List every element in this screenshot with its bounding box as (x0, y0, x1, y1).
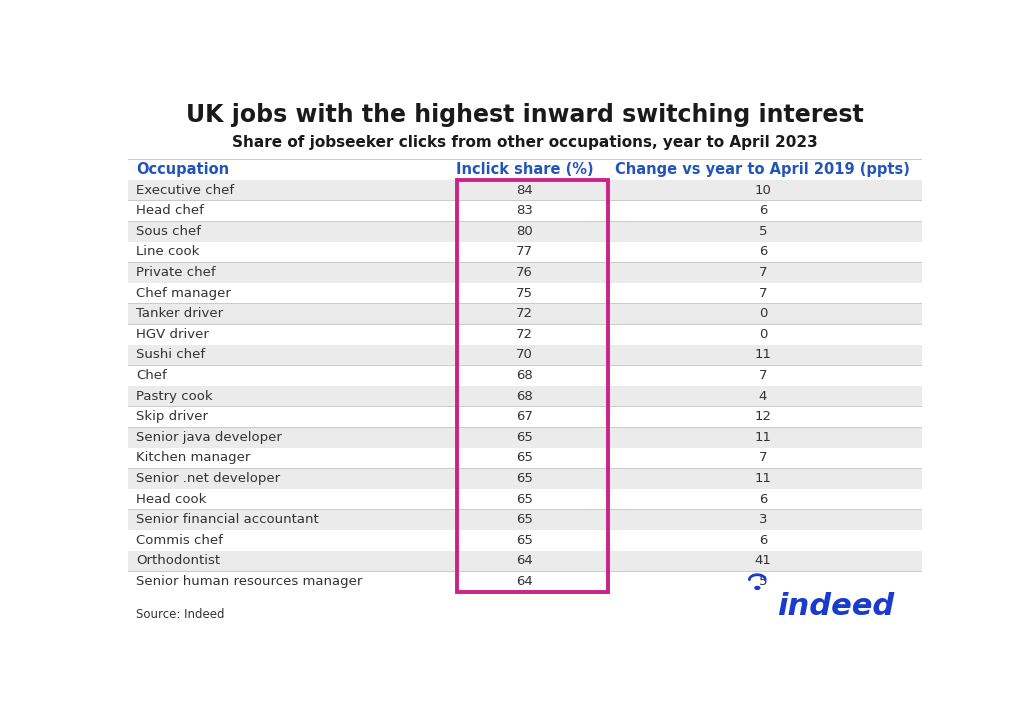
Text: 65: 65 (516, 534, 534, 547)
Text: 72: 72 (516, 328, 534, 341)
FancyBboxPatch shape (128, 324, 922, 345)
FancyBboxPatch shape (128, 242, 922, 262)
Text: 65: 65 (516, 513, 534, 526)
FancyBboxPatch shape (128, 571, 922, 592)
FancyBboxPatch shape (128, 488, 922, 509)
Text: 12: 12 (755, 410, 771, 423)
Text: 65: 65 (516, 493, 534, 506)
Text: Share of jobseeker clicks from other occupations, year to April 2023: Share of jobseeker clicks from other occ… (231, 134, 818, 149)
Text: Sous chef: Sous chef (136, 225, 201, 237)
Text: 3: 3 (759, 513, 767, 526)
Text: 65: 65 (516, 451, 534, 464)
Text: 0: 0 (759, 307, 767, 320)
Text: Head chef: Head chef (136, 204, 204, 218)
Text: UK jobs with the highest inward switching interest: UK jobs with the highest inward switchin… (186, 103, 863, 127)
Text: 75: 75 (516, 287, 534, 299)
FancyBboxPatch shape (128, 468, 922, 488)
FancyBboxPatch shape (128, 550, 922, 571)
Text: 65: 65 (516, 431, 534, 444)
Text: 41: 41 (755, 555, 771, 567)
Text: 72: 72 (516, 307, 534, 320)
Text: 76: 76 (516, 266, 534, 279)
Text: 4: 4 (759, 390, 767, 402)
Text: 64: 64 (516, 555, 534, 567)
Text: 5: 5 (759, 575, 767, 588)
FancyBboxPatch shape (128, 447, 922, 468)
Text: 68: 68 (516, 390, 534, 402)
FancyBboxPatch shape (128, 365, 922, 386)
Text: Chef manager: Chef manager (136, 287, 230, 299)
Text: Skip driver: Skip driver (136, 410, 208, 423)
Text: Source: Indeed: Source: Indeed (136, 608, 224, 621)
Text: 84: 84 (516, 183, 534, 197)
Text: Senior financial accountant: Senior financial accountant (136, 513, 318, 526)
Text: 70: 70 (516, 348, 534, 361)
Text: 65: 65 (516, 472, 534, 485)
Text: Executive chef: Executive chef (136, 183, 234, 197)
Text: Senior .net developer: Senior .net developer (136, 472, 280, 485)
Circle shape (754, 586, 761, 590)
FancyBboxPatch shape (128, 530, 922, 550)
Text: Senior java developer: Senior java developer (136, 431, 282, 444)
FancyBboxPatch shape (128, 509, 922, 530)
Text: 10: 10 (755, 183, 771, 197)
Text: 6: 6 (759, 534, 767, 547)
Text: Inclick share (%): Inclick share (%) (456, 162, 594, 177)
FancyBboxPatch shape (128, 407, 922, 427)
Text: 68: 68 (516, 369, 534, 382)
Text: indeed: indeed (776, 592, 894, 621)
Text: HGV driver: HGV driver (136, 328, 209, 341)
Text: 7: 7 (759, 451, 767, 464)
Text: 6: 6 (759, 493, 767, 506)
FancyBboxPatch shape (128, 180, 922, 201)
Text: 80: 80 (516, 225, 534, 237)
Text: Change vs year to April 2019 (ppts): Change vs year to April 2019 (ppts) (615, 162, 910, 177)
Text: 11: 11 (755, 472, 771, 485)
Text: Commis chef: Commis chef (136, 534, 223, 547)
FancyBboxPatch shape (128, 427, 922, 447)
FancyBboxPatch shape (128, 262, 922, 283)
Text: Pastry cook: Pastry cook (136, 390, 213, 402)
Text: 7: 7 (759, 369, 767, 382)
Text: 11: 11 (755, 431, 771, 444)
Text: 0: 0 (759, 328, 767, 341)
Text: 64: 64 (516, 575, 534, 588)
Text: Occupation: Occupation (136, 162, 229, 177)
Text: 7: 7 (759, 287, 767, 299)
Text: Kitchen manager: Kitchen manager (136, 451, 250, 464)
Text: Senior human resources manager: Senior human resources manager (136, 575, 362, 588)
FancyBboxPatch shape (128, 386, 922, 407)
Text: 11: 11 (755, 348, 771, 361)
FancyBboxPatch shape (128, 283, 922, 304)
FancyBboxPatch shape (128, 304, 922, 324)
Text: Private chef: Private chef (136, 266, 216, 279)
FancyBboxPatch shape (128, 221, 922, 242)
Text: 7: 7 (759, 266, 767, 279)
Text: 77: 77 (516, 245, 534, 258)
Text: Chef: Chef (136, 369, 167, 382)
FancyBboxPatch shape (128, 345, 922, 365)
Text: Line cook: Line cook (136, 245, 200, 258)
Text: 67: 67 (516, 410, 534, 423)
FancyBboxPatch shape (128, 201, 922, 221)
Text: 83: 83 (516, 204, 534, 218)
Text: 5: 5 (759, 225, 767, 237)
Text: Tanker driver: Tanker driver (136, 307, 223, 320)
Text: 6: 6 (759, 204, 767, 218)
Text: Head cook: Head cook (136, 493, 206, 506)
Text: Orthodontist: Orthodontist (136, 555, 220, 567)
Text: 6: 6 (759, 245, 767, 258)
Text: Sushi chef: Sushi chef (136, 348, 205, 361)
